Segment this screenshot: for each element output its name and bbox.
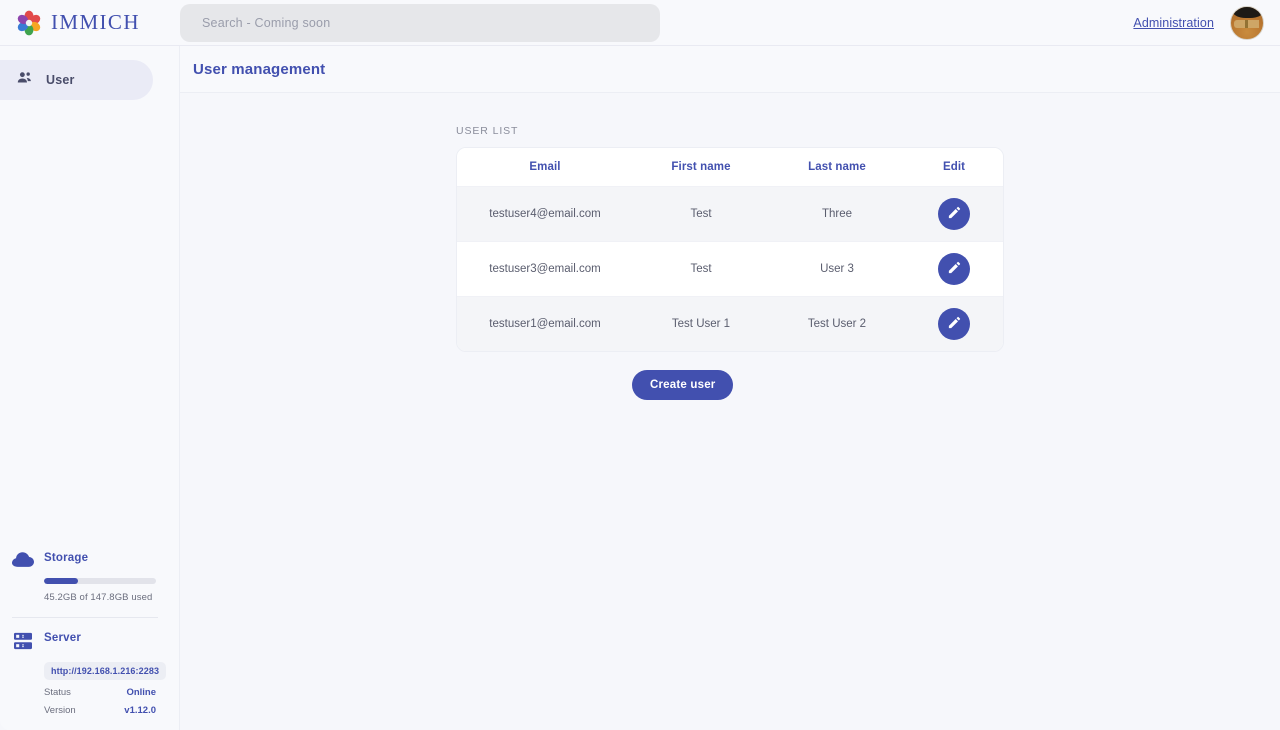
administration-link[interactable]: Administration [1133, 16, 1214, 30]
column-header-first-name: First name [671, 161, 731, 173]
storage-used-text: 45.2GB of 147.8GB used [44, 592, 153, 603]
storage-header: Storage [12, 552, 158, 573]
users-icon [16, 69, 33, 91]
server-body: http://192.168.1.216:2283 Status Online … [44, 660, 167, 716]
column-header-last-name: Last name [808, 161, 866, 173]
avatar-sunglasses [1234, 20, 1262, 28]
top-bar: IMMICH Search - Coming soon Administrati… [0, 0, 1280, 46]
table-row[interactable]: testuser4@email.com Test Three [457, 186, 1003, 241]
cell-edit [905, 253, 1003, 285]
table-row[interactable]: testuser1@email.com Test User 1 Test Use… [457, 296, 1003, 351]
cell-last-name: User 3 [820, 263, 854, 275]
edit-user-button[interactable] [938, 308, 970, 340]
section-label: USER LIST [456, 125, 519, 137]
sidebar: User Storage 45.2GB of 147.8GB used [0, 46, 180, 730]
create-user-button[interactable]: Create user [632, 370, 734, 400]
table-row[interactable]: testuser3@email.com Test User 3 [457, 241, 1003, 296]
server-title: Server [44, 632, 82, 644]
cell-last-name: Three [821, 208, 853, 220]
cell-email: testuser1@email.com [489, 318, 601, 330]
brand[interactable]: IMMICH [16, 10, 166, 36]
sidebar-item-user-label: User [46, 73, 75, 87]
sidebar-divider [12, 617, 158, 618]
server-rack-icon [12, 632, 34, 655]
edit-user-button[interactable] [938, 198, 970, 230]
cell-first-name: Test [690, 208, 712, 220]
cell-first-name: Test [690, 263, 712, 275]
pencil-icon [947, 315, 962, 333]
cell-first-name: Test User 1 [671, 318, 731, 330]
avatar-hair [1233, 7, 1263, 18]
storage-progress-fill [44, 578, 79, 584]
server-status-value: Online [126, 687, 156, 698]
brand-name: IMMICH [51, 10, 140, 34]
server-status-row: Status Online [44, 687, 156, 698]
storage-title: Storage [44, 552, 89, 564]
page-header: User management [180, 46, 1280, 93]
search-placeholder: Search - Coming soon [202, 16, 331, 30]
main-content: User management USER LIST Email First na… [180, 46, 1280, 730]
edit-user-button[interactable] [938, 253, 970, 285]
immich-petal-logo-icon [16, 10, 42, 36]
column-header-edit: Edit [942, 161, 966, 173]
cell-edit [905, 308, 1003, 340]
server-version-value: v1.12.0 [124, 705, 156, 716]
cell-edit [905, 198, 1003, 230]
sidebar-item-user[interactable]: User [0, 60, 153, 100]
user-list-table: Email First name Last name Edit testuser… [456, 147, 1004, 352]
server-header: Server [12, 632, 158, 655]
pencil-icon [947, 205, 962, 223]
server-url[interactable]: http://192.168.1.216:2283 [44, 662, 167, 680]
cell-email: testuser3@email.com [489, 263, 601, 275]
cloud-icon [12, 552, 34, 573]
storage-body: 45.2GB of 147.8GB used [44, 578, 158, 603]
server-version-label: Version [44, 705, 76, 716]
search-input[interactable]: Search - Coming soon [180, 4, 660, 42]
top-bar-right: Administration [1133, 0, 1264, 46]
pencil-icon [947, 260, 962, 278]
storage-progress-bar [44, 578, 156, 584]
content-area: USER LIST Email First name Last name Edi… [180, 93, 1280, 400]
cell-last-name: Test User 2 [807, 318, 867, 330]
server-version-row: Version v1.12.0 [44, 705, 156, 716]
avatar[interactable] [1230, 6, 1264, 40]
cell-email: testuser4@email.com [489, 208, 601, 220]
storage-panel: Storage 45.2GB of 147.8GB used [0, 552, 180, 603]
server-status-label: Status [44, 687, 71, 698]
server-panel: Server http://192.168.1.216:2283 Status … [0, 632, 180, 716]
sidebar-bottom: Storage 45.2GB of 147.8GB used [0, 552, 180, 716]
table-header-row: Email First name Last name Edit [457, 148, 1003, 186]
column-header-email: Email [529, 161, 561, 173]
page-title: User management [193, 60, 326, 78]
